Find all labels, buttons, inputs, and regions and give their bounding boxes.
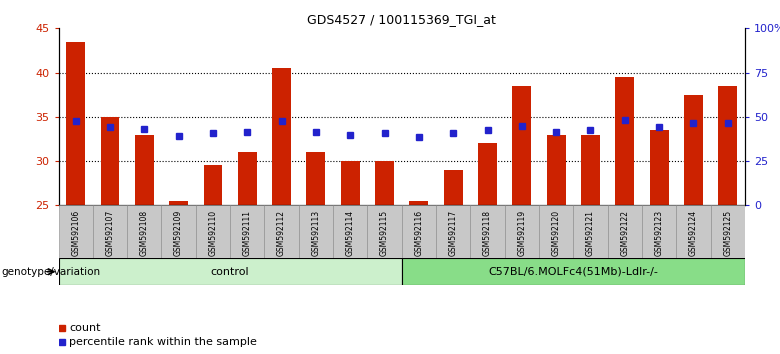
Text: percentile rank within the sample: percentile rank within the sample [69,337,257,347]
Bar [573,205,608,258]
Bar [238,152,257,205]
Text: GSM592106: GSM592106 [71,210,80,256]
Bar [436,205,470,258]
Text: GSM592111: GSM592111 [243,210,252,256]
Text: GSM592122: GSM592122 [620,210,629,256]
Text: GSM592114: GSM592114 [346,210,355,256]
Bar [66,42,85,205]
Bar [711,205,745,258]
Bar [650,130,668,205]
Bar [307,152,325,205]
Text: GSM592120: GSM592120 [551,210,561,256]
Bar [684,95,703,205]
Bar [101,117,119,205]
Bar [204,166,222,205]
Bar [264,205,299,258]
Text: GSM592115: GSM592115 [380,210,389,256]
Bar [512,86,531,205]
Text: GSM592109: GSM592109 [174,210,183,256]
Bar [196,205,230,258]
Text: count: count [69,322,101,332]
Bar [135,135,154,205]
Bar [470,205,505,258]
Bar [333,205,367,258]
Text: GSM592125: GSM592125 [723,210,732,256]
Bar [127,205,161,258]
Text: GSM592108: GSM592108 [140,210,149,256]
Text: GSM592112: GSM592112 [277,210,286,256]
Bar [375,161,394,205]
Text: GSM592121: GSM592121 [586,210,595,256]
Text: GSM592117: GSM592117 [448,210,458,256]
Text: GSM592119: GSM592119 [517,210,526,256]
Bar [341,161,360,205]
Bar [299,205,333,258]
Bar [402,205,436,258]
Text: GSM592107: GSM592107 [105,210,115,256]
Title: GDS4527 / 100115369_TGI_at: GDS4527 / 100115369_TGI_at [307,13,496,26]
Bar [505,205,539,258]
Bar [402,258,745,285]
Bar [58,205,93,258]
Bar [272,68,291,205]
Bar [676,205,711,258]
Bar [161,205,196,258]
Text: GSM592110: GSM592110 [208,210,218,256]
Bar [93,205,127,258]
Bar [444,170,463,205]
Text: C57BL/6.MOLFc4(51Mb)-Ldlr-/-: C57BL/6.MOLFc4(51Mb)-Ldlr-/- [488,267,658,277]
Text: GSM592118: GSM592118 [483,210,492,256]
Text: GSM592124: GSM592124 [689,210,698,256]
Bar [169,201,188,205]
Bar [642,205,676,258]
Bar [58,258,402,285]
Text: control: control [211,267,250,277]
Text: GSM592123: GSM592123 [654,210,664,256]
Bar [615,77,634,205]
Text: GSM592113: GSM592113 [311,210,321,256]
Text: genotype/variation: genotype/variation [2,267,101,277]
Bar [608,205,642,258]
Bar [539,205,573,258]
Bar [410,201,428,205]
Bar [547,135,566,205]
Bar [581,135,600,205]
Bar [230,205,264,258]
Bar [718,86,737,205]
Bar [367,205,402,258]
Bar [478,143,497,205]
Text: GSM592116: GSM592116 [414,210,424,256]
